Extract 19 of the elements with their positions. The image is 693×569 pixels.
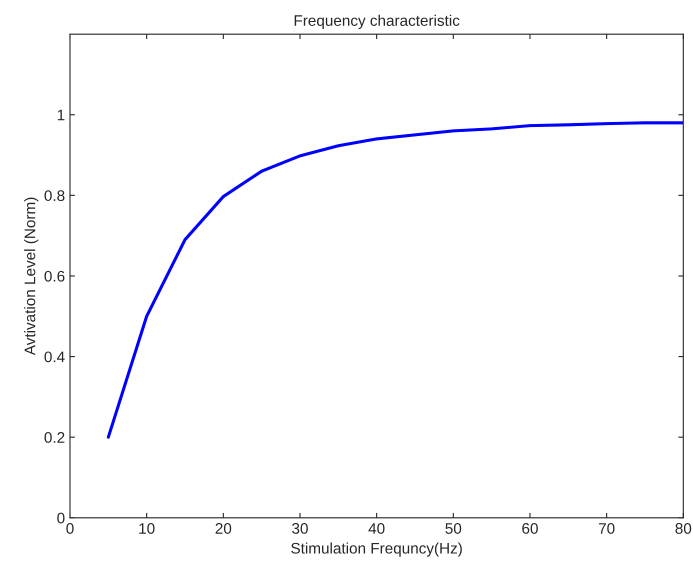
x-axis-title: Stimulation Frequncy(Hz) — [291, 542, 462, 557]
x-tick-label: 30 — [292, 523, 308, 534]
y-tick-label: 0.2 — [44, 432, 64, 443]
y-tick-label: 0.6 — [44, 270, 64, 282]
x-tick-label: 20 — [216, 523, 232, 534]
y-axis-title: Avtivation Level (Norm) — [24, 198, 38, 356]
x-tick-label: 40 — [368, 523, 385, 534]
y-tick-label: 0.4 — [44, 351, 65, 362]
x-tick-label: 70 — [598, 523, 615, 534]
chart-title: Frequency characteristic — [294, 14, 460, 29]
line-series — [106, 121, 684, 439]
x-tick-label: 0 — [66, 523, 74, 534]
x-tick-label: 80 — [675, 523, 692, 534]
y-tick-label: 0 — [57, 512, 65, 524]
x-tick-label: 60 — [522, 523, 538, 534]
y-tick-label: 0.8 — [44, 190, 64, 202]
x-tick-label: 10 — [139, 523, 155, 534]
y-tick-label: 1 — [58, 110, 64, 120]
x-tick-label: 50 — [445, 523, 462, 534]
